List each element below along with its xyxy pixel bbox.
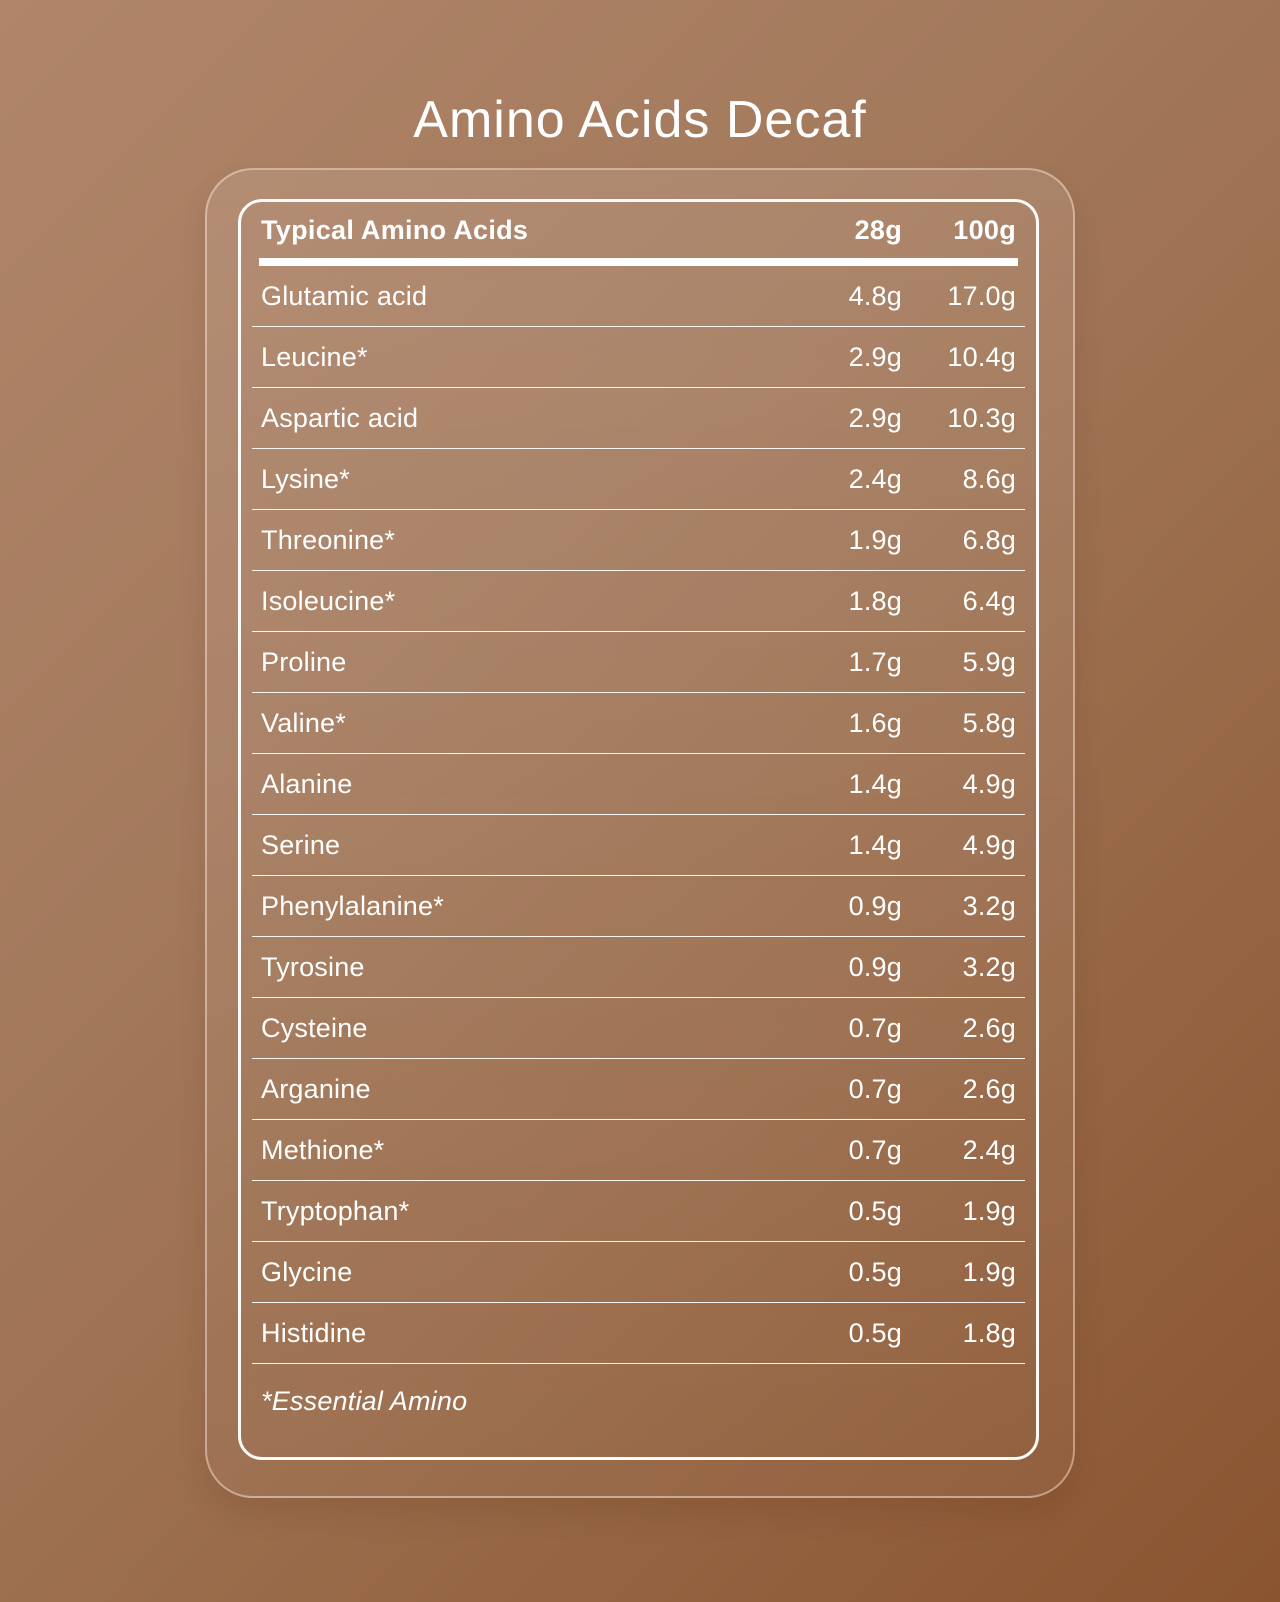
value-per-100g: 10.3g (947, 402, 1016, 433)
table-header-label: Typical Amino Acids (261, 214, 529, 245)
value-per-100g: 1.8g (962, 1317, 1016, 1348)
amino-acid-name: Phenylalanine* (261, 890, 444, 921)
amino-acid-name: Methione* (261, 1134, 385, 1165)
value-per-100g: 17.0g (947, 280, 1016, 311)
table-row: Valine* 1.6g 5.8g (252, 693, 1025, 754)
table-row: Phenylalanine* 0.9g 3.2g (252, 876, 1025, 937)
value-per-28g: 1.8g (848, 585, 902, 616)
table-row: Cysteine 0.7g 2.6g (252, 998, 1025, 1059)
value-per-100g: 5.8g (962, 707, 1016, 738)
essential-amino-footnote: *Essential Amino (261, 1386, 468, 1416)
table-row: Tyrosine 0.9g 3.2g (252, 937, 1025, 998)
table-row: Isoleucine* 1.8g 6.4g (252, 571, 1025, 632)
table-header-col-100g: 100g (953, 214, 1016, 245)
value-per-28g: 0.7g (848, 1134, 902, 1165)
value-per-100g: 1.9g (962, 1256, 1016, 1287)
value-per-100g: 5.9g (962, 646, 1016, 677)
table-row: Glycine 0.5g 1.9g (252, 1242, 1025, 1303)
value-per-100g: 4.9g (962, 768, 1016, 799)
amino-acid-name: Lysine* (261, 463, 350, 494)
value-per-28g: 2.9g (848, 341, 902, 372)
amino-acid-name: Serine (261, 829, 341, 860)
amino-acid-name: Leucine* (261, 341, 368, 372)
table-row: Tryptophan* 0.5g 1.9g (252, 1181, 1025, 1242)
amino-acid-name: Glycine (261, 1256, 353, 1287)
amino-acid-name: Histidine (261, 1317, 367, 1348)
amino-acid-name: Aspartic acid (261, 402, 419, 433)
value-per-100g: 3.2g (962, 951, 1016, 982)
table-row: Histidine 0.5g 1.8g (252, 1303, 1025, 1364)
table-body: Glutamic acid 4.8g 17.0g Leucine* 2.9g 1… (252, 266, 1025, 1364)
value-per-28g: 0.9g (848, 890, 902, 921)
value-per-28g: 0.7g (848, 1012, 902, 1043)
table-row: Glutamic acid 4.8g 17.0g (252, 266, 1025, 327)
value-per-28g: 1.7g (848, 646, 902, 677)
value-per-100g: 6.4g (962, 585, 1016, 616)
value-per-28g: 0.7g (848, 1073, 902, 1104)
value-per-100g: 10.4g (947, 341, 1016, 372)
value-per-28g: 0.5g (848, 1195, 902, 1226)
value-per-100g: 2.6g (962, 1012, 1016, 1043)
value-per-100g: 8.6g (962, 463, 1016, 494)
amino-acid-name: Alanine (261, 768, 353, 799)
value-per-28g: 4.8g (848, 280, 902, 311)
table-row: Threonine* 1.9g 6.8g (252, 510, 1025, 571)
value-per-28g: 2.9g (848, 402, 902, 433)
table-header-col-28g: 28g (854, 214, 902, 245)
value-per-100g: 6.8g (962, 524, 1016, 555)
amino-acid-name: Isoleucine* (261, 585, 396, 616)
amino-acids-card: Typical Amino Acids 28g 100g Glutamic ac… (205, 168, 1075, 1498)
table-row: Aspartic acid 2.9g 10.3g (252, 388, 1025, 449)
amino-acids-table-panel: Typical Amino Acids 28g 100g Glutamic ac… (238, 199, 1039, 1460)
amino-acid-name: Tryptophan* (261, 1195, 410, 1226)
table-header-row: Typical Amino Acids 28g 100g (261, 202, 1016, 258)
value-per-28g: 1.9g (848, 524, 902, 555)
table-row: Serine 1.4g 4.9g (252, 815, 1025, 876)
amino-acid-name: Valine* (261, 707, 346, 738)
table-row: Proline 1.7g 5.9g (252, 632, 1025, 693)
amino-acid-name: Proline (261, 646, 347, 677)
table-row: Alanine 1.4g 4.9g (252, 754, 1025, 815)
table-row: Methione* 0.7g 2.4g (252, 1120, 1025, 1181)
value-per-100g: 2.6g (962, 1073, 1016, 1104)
value-per-100g: 2.4g (962, 1134, 1016, 1165)
table-row: Arganine 0.7g 2.6g (252, 1059, 1025, 1120)
table-row: Leucine* 2.9g 10.4g (252, 327, 1025, 388)
value-per-28g: 0.9g (848, 951, 902, 982)
value-per-100g: 3.2g (962, 890, 1016, 921)
amino-acid-name: Cysteine (261, 1012, 368, 1043)
value-per-28g: 0.5g (848, 1256, 902, 1287)
value-per-28g: 1.6g (848, 707, 902, 738)
table-row: Lysine* 2.4g 8.6g (252, 449, 1025, 510)
value-per-28g: 1.4g (848, 768, 902, 799)
value-per-28g: 2.4g (848, 463, 902, 494)
value-per-100g: 4.9g (962, 829, 1016, 860)
amino-acid-name: Tyrosine (261, 951, 365, 982)
value-per-28g: 1.4g (848, 829, 902, 860)
amino-acid-name: Arganine (261, 1073, 371, 1104)
amino-acid-name: Glutamic acid (261, 280, 428, 311)
value-per-28g: 0.5g (848, 1317, 902, 1348)
value-per-100g: 1.9g (962, 1195, 1016, 1226)
page-title: Amino Acids Decaf (413, 91, 867, 149)
header-divider-bar (259, 258, 1018, 266)
amino-acid-name: Threonine* (261, 524, 396, 555)
